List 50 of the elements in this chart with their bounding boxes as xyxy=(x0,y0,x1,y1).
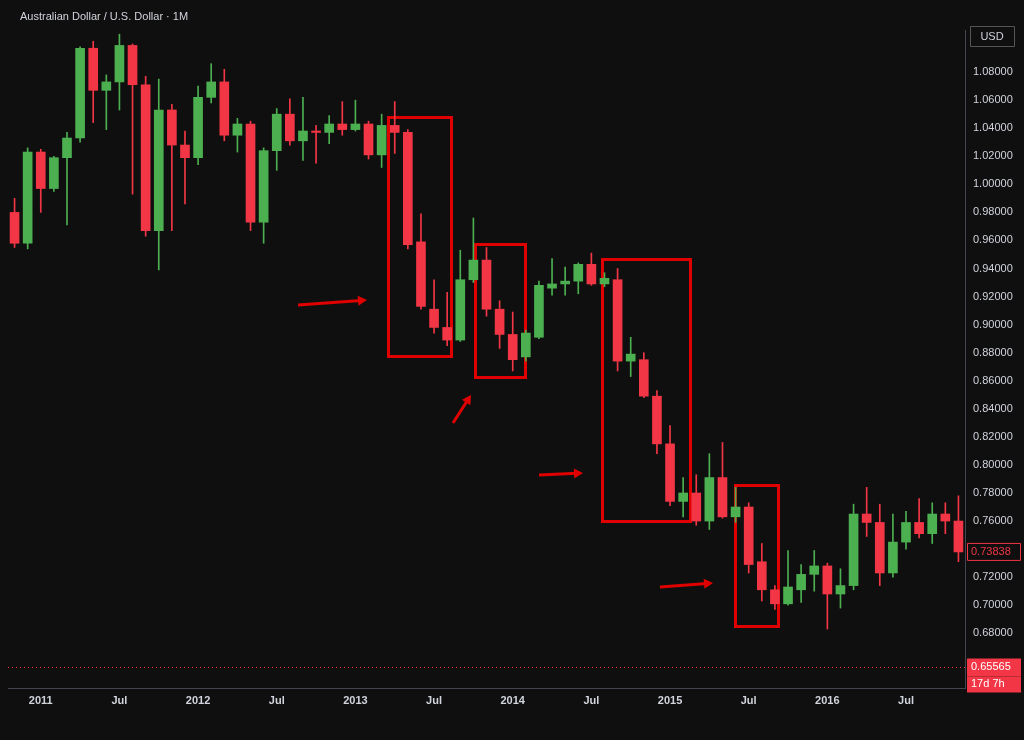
text: 17d 7h xyxy=(971,677,1005,690)
y-tick-label: 1.00000 xyxy=(973,177,1013,190)
candlestick xyxy=(861,487,872,537)
ref-line-label: 0.65565 xyxy=(971,660,1011,673)
x-tick-label: 2013 xyxy=(343,693,368,706)
x-tick-label: 2012 xyxy=(185,693,211,706)
y-tick-label: 0.90000 xyxy=(973,317,1013,330)
x-tick-label: Jul xyxy=(426,693,443,706)
y-tick-label: 0.78000 xyxy=(973,486,1013,499)
y-tick-label: 0.70000 xyxy=(973,598,1013,611)
x-tick-label: Jul xyxy=(111,693,128,706)
y-tick-label: 1.08000 xyxy=(973,65,1013,78)
x-tick-label: Jul xyxy=(268,693,285,706)
y-tick-label: 0.68000 xyxy=(973,626,1013,639)
x-tick-label: Jul xyxy=(740,693,757,706)
x-tick-label: Jul xyxy=(583,693,600,706)
x-tick-label: 2014 xyxy=(500,693,526,706)
y-tick-label: 0.88000 xyxy=(973,345,1013,358)
x-tick-label: 2016 xyxy=(815,693,840,706)
text: 0.73838 xyxy=(971,544,1011,557)
candlestick xyxy=(298,97,308,161)
x-tick-label: 2015 xyxy=(657,693,683,706)
candlestick xyxy=(337,101,348,136)
y-tick-label: 1.04000 xyxy=(973,121,1013,134)
candlestick xyxy=(560,266,570,296)
candlestick xyxy=(62,132,72,226)
y-tick-label: 0.92000 xyxy=(973,289,1013,302)
candlestick xyxy=(809,550,820,592)
candlestick xyxy=(389,101,400,154)
candlestick xyxy=(678,477,688,518)
candlestick xyxy=(442,292,452,346)
y-tick-label: 1.06000 xyxy=(973,93,1013,106)
y-tick-label: 0.86000 xyxy=(973,373,1013,386)
y-tick-label: 0.72000 xyxy=(973,570,1013,583)
y-tick-label: 0.84000 xyxy=(973,401,1013,414)
y-axis-title: USD xyxy=(980,30,1004,43)
y-tick-label: 0.80000 xyxy=(973,457,1013,470)
candlestick xyxy=(101,74,112,130)
y-tick-label: 0.76000 xyxy=(973,514,1013,527)
y-tick-label: 0.98000 xyxy=(973,205,1013,218)
y-tick-label: 0.96000 xyxy=(973,233,1013,246)
y-tick-label: 0.94000 xyxy=(973,261,1013,274)
y-tick-label: 1.02000 xyxy=(973,149,1013,162)
candlestick xyxy=(180,130,190,205)
candlestick xyxy=(311,125,321,164)
chart-title: Australian Dollar / U.S. Dollar · 1M xyxy=(20,10,189,23)
x-tick-label: 2011 xyxy=(28,693,53,706)
candlestick xyxy=(625,336,636,377)
x-tick-label: Jul xyxy=(898,693,914,706)
y-tick-label: 0.82000 xyxy=(973,429,1013,442)
